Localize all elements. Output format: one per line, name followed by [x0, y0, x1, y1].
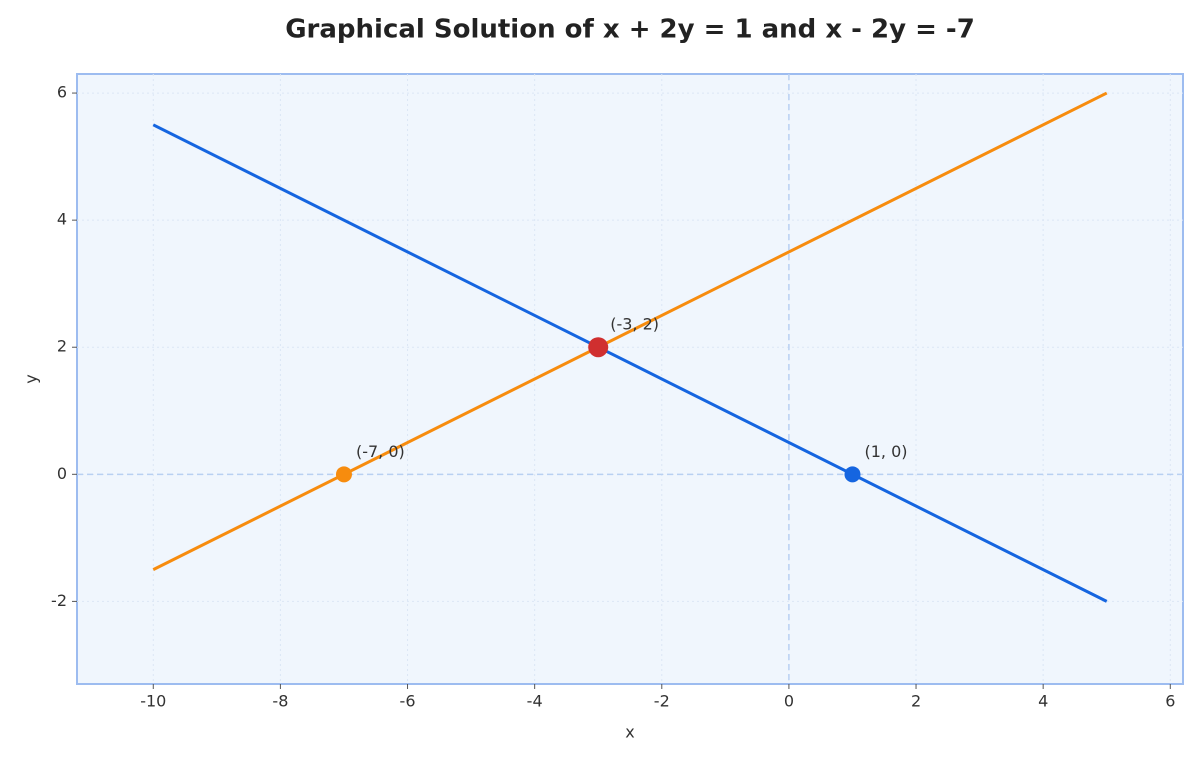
x-tick-label: -2 [654, 692, 670, 711]
x-tick-label: 4 [1038, 692, 1048, 711]
point [844, 466, 861, 483]
x-tick-label: -10 [140, 692, 166, 711]
x-axis-label: x [625, 723, 634, 742]
y-tick-label: 4 [57, 210, 67, 229]
plot-area [76, 73, 1184, 685]
y-tick-label: -2 [51, 591, 67, 610]
x-tick-label: 2 [911, 692, 921, 711]
x-tick-label: 6 [1165, 692, 1175, 711]
point-label: (1, 0) [864, 442, 907, 461]
point-label: (-7, 0) [356, 442, 405, 461]
series-line [152, 123, 1108, 603]
series-line [152, 91, 1108, 571]
y-axis-label: y [22, 374, 41, 383]
y-tick-label: 6 [57, 83, 67, 102]
y-tick-label: 2 [57, 337, 67, 356]
x-tick-label: -4 [527, 692, 543, 711]
chart-title: Graphical Solution of x + 2y = 1 and x -… [285, 15, 975, 45]
x-tick-label: -8 [272, 692, 288, 711]
point [588, 337, 609, 358]
point [335, 466, 352, 483]
x-tick-label: 0 [784, 692, 794, 711]
y-tick-label: 0 [57, 464, 67, 483]
point-label: (-3, 2) [610, 315, 659, 334]
x-tick-label: -6 [400, 692, 416, 711]
